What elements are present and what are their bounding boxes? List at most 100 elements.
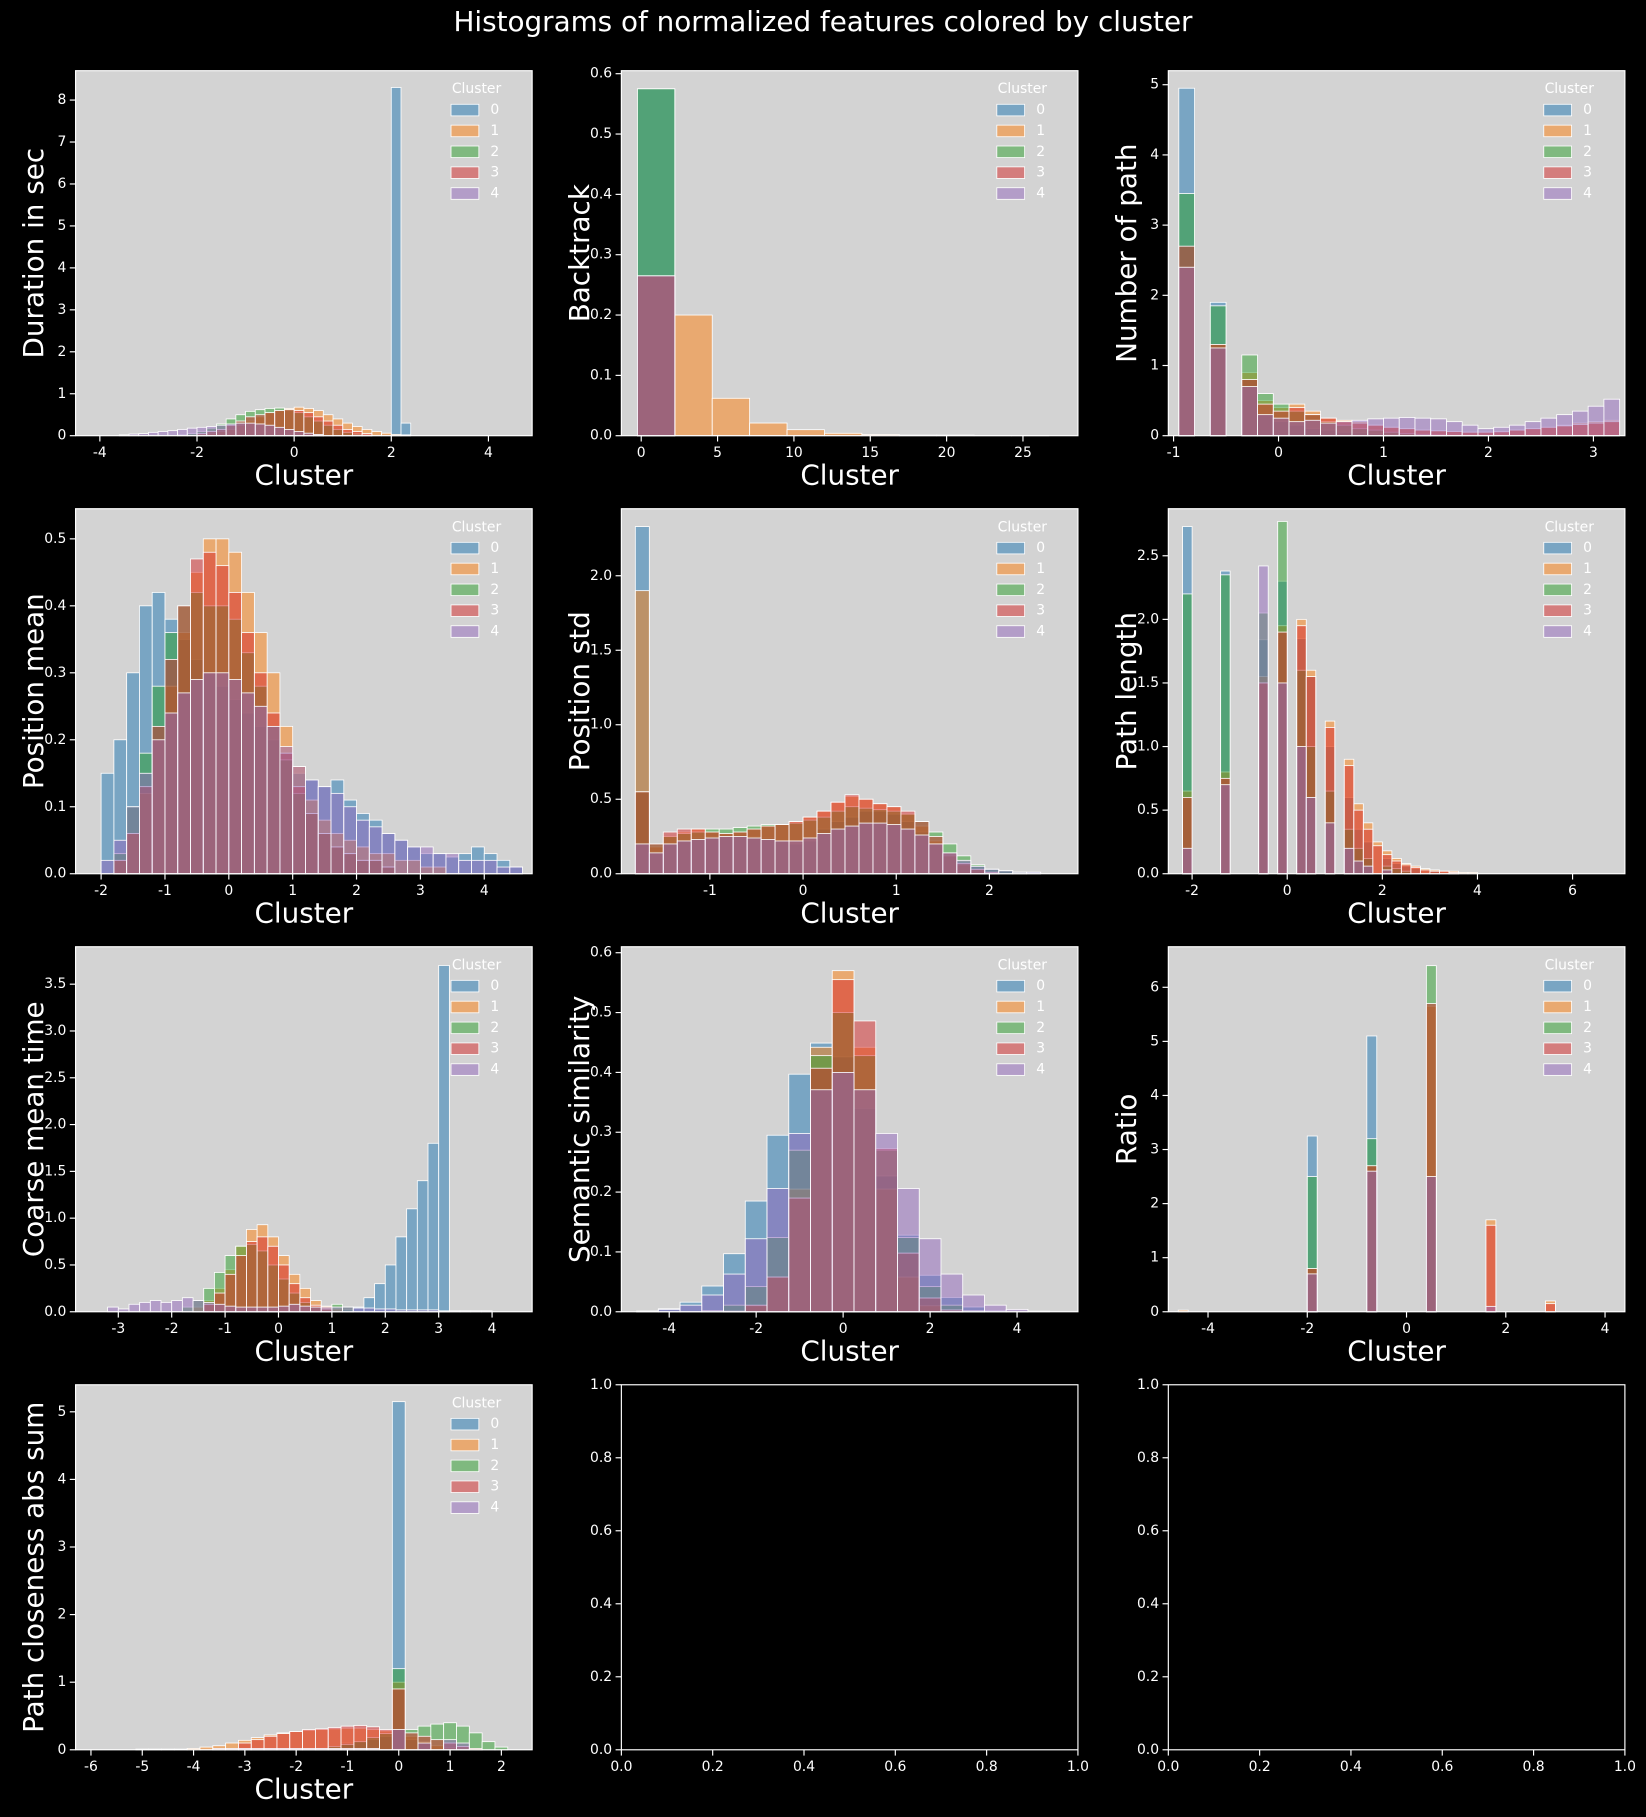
x-tick-label: 2 [381,1321,390,1337]
histogram-bar [310,1306,322,1313]
legend: Cluster 0 1 2 3 4 [450,1395,502,1516]
legend: Cluster 0 1 2 3 4 [1543,519,1594,640]
x-tick-label: -3 [111,1321,125,1337]
y-tick-label: 0.8 [590,1450,612,1466]
histogram-bar [1335,421,1353,437]
x-tick-label: -2 [749,1321,763,1337]
legend-label: 4 [1036,186,1045,202]
x-tick-label: -1 [1167,445,1181,461]
x-tick-label: 0 [290,445,299,461]
legend-title: Cluster [452,519,502,535]
legend-label: 1 [490,561,499,577]
axes-frame [1167,70,1626,437]
histogram-bar [662,843,678,875]
axes-frame [74,508,533,875]
histogram-bar [1258,565,1269,875]
legend-swatch [450,1501,480,1514]
histogram-bar [206,426,217,437]
histogram-bar [690,839,706,875]
histogram-bar [774,840,790,875]
histogram-bar [1220,784,1231,875]
histogram-bar [202,672,217,875]
histogram-bar [471,859,485,875]
histogram-bar [113,839,128,875]
subplot: 0.0 0.2 0.4 0.6 0.8 1.0 0.0 0.2 0.4 0.6 0.8 1.0 [590,1377,1089,1775]
x-tick-label: 0 [839,1321,848,1337]
x-tick-label: 0 [394,1759,403,1775]
y-tick-label: 2 [1150,1196,1159,1212]
histogram-bar [235,1255,247,1313]
x-tick-label: 3 [416,883,425,899]
subplot: Cluster 0 1 2 3 4 Cluster Backtrack 0 5 10 15 20 25 0.… [563,66,1079,491]
histogram-bar [100,772,115,875]
x-tick-label: 3 [434,1321,443,1337]
histogram-bar [416,1180,429,1313]
x-tick-label: 10 [785,445,803,461]
y-tick-label: 2 [57,1607,66,1623]
histogram-bar [1367,418,1384,437]
y-tick-label: 2.5 [44,1070,66,1086]
subplot: 0.0 0.2 0.4 0.6 0.8 1.0 0.0 0.2 0.4 0.6 0.8 1.0 [1137,1377,1636,1775]
legend-label: 3 [490,1479,499,1495]
axes-frame [620,508,1079,875]
x-tick-label: -6 [84,1759,98,1775]
histogram-bar [235,1306,247,1313]
histogram-bar [181,1297,194,1313]
legend-swatch [996,124,1026,138]
axes-frame [620,70,1079,437]
legend-swatch [1543,604,1572,617]
x-tick-label: 4 [1013,1321,1022,1337]
legend-swatch [996,583,1026,597]
legend: Cluster 0 1 2 3 4 [996,519,1048,640]
legend-title: Cluster [452,1395,502,1411]
x-tick-label: 2 [1484,445,1493,461]
y-tick-label: 2.0 [44,1117,66,1133]
y-axis-label: Number of path [1110,144,1143,363]
legend-label: 4 [1583,186,1592,202]
histogram-bar [192,1300,205,1313]
histogram-bar [368,826,383,875]
histogram-bar [984,868,1000,875]
histogram-bar [1446,421,1463,437]
histogram-bar [404,1732,419,1751]
histogram-bar [1430,418,1447,437]
histogram-bar [160,1301,173,1313]
legend-title: Cluster [452,957,502,973]
y-tick-label: 3 [57,1539,66,1555]
legend-swatch [450,103,480,117]
histogram-bar [157,431,169,437]
y-tick-label: 0.2 [1137,1669,1159,1685]
histogram-bar [1306,1273,1318,1313]
histogram-bar [384,1264,397,1313]
legend-swatch [450,166,480,179]
legend-label: 3 [1583,603,1592,619]
histogram-bar [432,853,447,875]
legend-swatch [450,1021,480,1035]
legend-label: 4 [1583,1062,1592,1078]
legend-swatch [996,562,1026,576]
histogram-bar [241,692,255,875]
legend: Cluster 0 1 2 3 4 [1543,957,1594,1078]
y-tick-label: 0.0 [590,1304,612,1320]
histogram-bar [914,834,930,875]
histogram-bar [1410,866,1421,875]
legend-swatch [450,1000,480,1014]
x-tick-label: -1 [341,1759,355,1775]
histogram-bar [228,679,243,875]
histogram-bar [1241,386,1258,437]
y-tick-label: 0.2 [590,1184,612,1200]
legend-swatch [996,166,1026,179]
y-tick-label: 0.5 [590,1005,612,1021]
legend-title: Cluster [998,81,1048,97]
histogram-bar [634,843,650,875]
y-tick-label: 3.0 [44,1023,66,1039]
x-tick-label: 2 [497,1759,506,1775]
legend-label: 3 [1036,165,1045,181]
axes-frame [1167,508,1626,875]
legend-title: Cluster [998,519,1048,535]
y-tick-label: 0 [1150,428,1159,444]
x-tick-label: 2 [387,445,396,461]
plot-area [1168,1384,1625,1750]
x-tick-label: 0 [799,883,808,899]
histogram-bar [962,1294,985,1313]
